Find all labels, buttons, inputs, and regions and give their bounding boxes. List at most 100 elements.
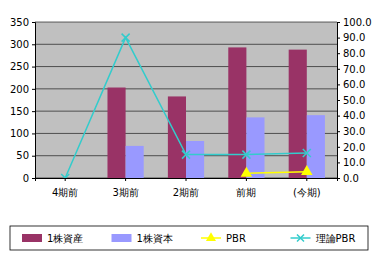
tick-mark (246, 178, 247, 181)
tick-label: 0.0 (343, 173, 359, 184)
tick: 100.0 (337, 17, 372, 28)
tick-label: 50 (16, 150, 29, 161)
bar (307, 115, 325, 178)
tick-mark (337, 100, 340, 101)
marker (182, 151, 190, 159)
tick: 300 (10, 39, 35, 50)
tick-mark (306, 178, 307, 181)
marker (242, 151, 250, 159)
tick-mark (32, 22, 35, 23)
bar (289, 50, 307, 178)
tick-mark (32, 156, 35, 157)
grid-line (35, 44, 337, 45)
line (246, 172, 306, 174)
tick-label: 40.0 (343, 110, 365, 121)
x-axis: 4期前 3期前 2期前 前期 (今期) (36, 178, 338, 198)
bar (126, 146, 144, 178)
legend-item: 1株資産 (22, 233, 83, 244)
tick-label: 350 (10, 17, 29, 28)
tick-label: (今期) (293, 187, 321, 198)
grid (35, 22, 337, 178)
tick-label: 前期 (236, 187, 256, 198)
tick: 50.0 (337, 95, 365, 106)
tick-label: 3期前 (112, 187, 138, 198)
legend-box (10, 226, 368, 250)
tick-mark (337, 53, 340, 54)
bar (186, 141, 204, 178)
tick: 80.0 (337, 48, 365, 59)
legend-label: 1株資産 (47, 233, 83, 244)
tick-label: 4期前 (52, 187, 78, 198)
tick-label: 150 (10, 106, 29, 117)
legend-swatch (112, 234, 132, 242)
plot: 0 50 100 150 200 250 300 350 0.0 10.0 20.0 30.0 40.0… (10, 17, 372, 198)
tick-mark (65, 178, 66, 181)
tick-label: 250 (10, 61, 29, 72)
tick-mark (337, 116, 340, 117)
grid-line (35, 22, 337, 23)
legend-label: 1株資本 (137, 233, 173, 244)
y-axis: 0 50 100 150 200 250 300 350 (10, 17, 36, 184)
tick-label: 50.0 (343, 95, 365, 106)
marker (61, 174, 69, 178)
tick: 20.0 (337, 142, 365, 153)
legend: 1株資産 1株資本 PBR 理論PBR (10, 226, 368, 250)
tick: 前期 (236, 178, 256, 198)
tick-label: 100.0 (343, 17, 372, 28)
tick-label: 10.0 (343, 157, 365, 168)
tick-label: 90.0 (343, 32, 365, 43)
tick-mark (32, 89, 35, 90)
tick-mark (32, 178, 35, 179)
tick-mark (186, 178, 187, 181)
legend-marker (297, 235, 304, 242)
tick-mark (337, 84, 340, 85)
legend-item: PBR (201, 232, 246, 243)
tick-label: 200 (10, 84, 29, 95)
tick-label: 60.0 (343, 79, 365, 90)
axis-line (36, 179, 338, 182)
bar (246, 117, 264, 178)
tick-label: 0 (23, 173, 29, 184)
tick-mark (125, 178, 126, 181)
marker (301, 165, 313, 175)
tick: 0.0 (337, 173, 359, 184)
axis-line (338, 23, 341, 179)
y2-axis: 0.0 10.0 20.0 30.0 40.0 50.0 60.0 70.0 80.0 90.0 1… (337, 17, 372, 184)
tick-mark (337, 162, 340, 163)
legend-item: 理論PBR (291, 233, 356, 244)
tick: 4期前 (52, 178, 78, 198)
tick-mark (32, 133, 35, 134)
tick-mark (337, 22, 340, 23)
plot-area (35, 22, 337, 178)
tick: 200 (10, 84, 35, 95)
tick: 3期前 (112, 178, 138, 198)
tick: 60.0 (337, 79, 365, 90)
legend-swatch (22, 234, 42, 242)
marker (241, 167, 253, 177)
tick-label: 30.0 (343, 126, 365, 137)
tick-label: 300 (10, 39, 29, 50)
background (0, 0, 380, 262)
marker (122, 34, 130, 42)
legend-label: PBR (226, 233, 246, 244)
legend-marker (206, 232, 216, 241)
tick-mark (32, 67, 35, 68)
tick: 50 (16, 150, 35, 161)
tick-mark (337, 38, 340, 39)
tick: 100 (10, 128, 35, 139)
bar (228, 47, 246, 178)
tick-label: 70.0 (343, 64, 365, 75)
tick: 90.0 (337, 32, 365, 43)
tick: 0 (23, 173, 35, 184)
tick-mark (337, 131, 340, 132)
tick-label: 20.0 (343, 142, 365, 153)
line (65, 38, 307, 178)
tick-label: 2期前 (173, 187, 199, 198)
marks (61, 34, 325, 178)
axis-line (32, 23, 36, 179)
tick: 70.0 (337, 64, 365, 75)
tick-label: 80.0 (343, 48, 365, 59)
tick: 10.0 (337, 157, 365, 168)
tick-mark (32, 111, 35, 112)
tick-mark (337, 147, 340, 148)
